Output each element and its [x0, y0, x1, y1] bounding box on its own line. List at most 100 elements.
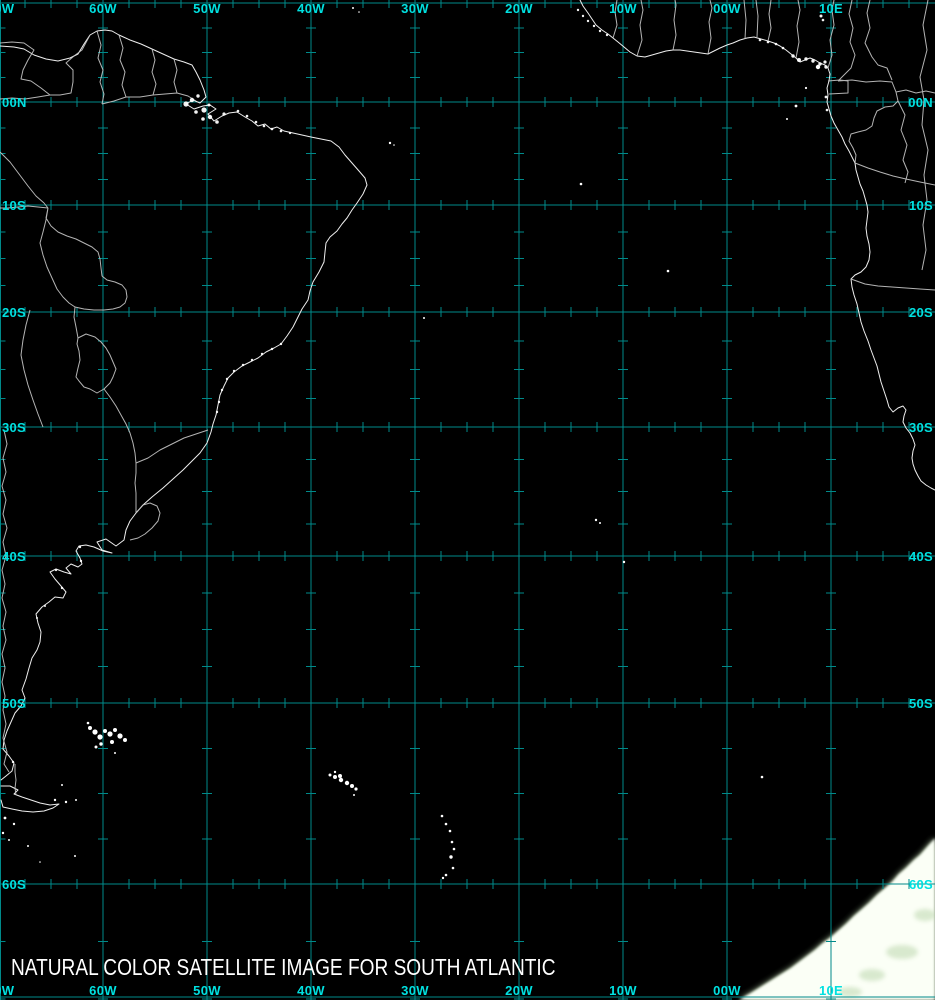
island-dot [333, 775, 337, 779]
island-dot [64, 800, 68, 804]
island-dot [444, 822, 448, 826]
border-line [919, 0, 929, 271]
island-dot [74, 855, 76, 857]
island-dot [354, 787, 358, 791]
bright-patch [183, 101, 189, 107]
bright-patch [576, 8, 580, 12]
island-dot [358, 11, 360, 13]
island-dot [94, 745, 98, 749]
island-dot [117, 733, 123, 739]
bright-patch [194, 110, 198, 114]
coastline [579, 0, 935, 491]
bright-patch [823, 60, 827, 64]
island-dot [333, 770, 337, 774]
bright-patch [262, 124, 266, 128]
lon-label-top: 40W [297, 1, 325, 16]
bright-patch [581, 14, 585, 18]
island-dot [594, 518, 598, 522]
island-dot [786, 118, 788, 120]
border-line [101, 92, 197, 105]
lat-label-left: 20S [2, 305, 26, 320]
bright-patch [36, 617, 38, 619]
island-dot [88, 726, 92, 730]
island-dot [353, 794, 355, 796]
border-line [707, 0, 713, 55]
bright-patch [818, 62, 822, 66]
lat-label-left: 40S [2, 549, 26, 564]
island-dot [352, 7, 354, 9]
bright-patch [236, 109, 240, 113]
island-dot [113, 728, 117, 732]
border-line [636, 0, 644, 57]
border-line [20, 309, 44, 428]
island-dot [338, 777, 344, 783]
bright-patch [220, 388, 224, 392]
bright-patch [207, 114, 213, 120]
lon-label-top: 00W [713, 1, 741, 16]
lon-label-top: 60W [89, 1, 117, 16]
islands-and-clouds [1, 7, 821, 880]
island-dot [92, 729, 98, 735]
bright-patch [189, 97, 195, 103]
bright-patch [245, 114, 249, 118]
bright-patch [207, 103, 211, 107]
island-dot [103, 729, 107, 733]
lon-label-top: 10W [609, 1, 637, 16]
island-dot [388, 141, 392, 145]
island-dot [110, 740, 114, 744]
bright-patch [824, 65, 828, 69]
island-dot [440, 814, 444, 818]
bright-patch [44, 605, 46, 607]
bright-patch [766, 40, 770, 44]
bright-patch [254, 120, 258, 124]
border-line [864, 0, 893, 81]
island-dot [451, 866, 455, 870]
bright-patch [232, 369, 236, 373]
border-line [151, 48, 157, 96]
lon-label-bottom: 70W [0, 983, 15, 998]
bright-coastal-patches [11, 8, 829, 764]
lon-label-bottom: 30W [401, 983, 429, 998]
island-dot [423, 317, 425, 319]
border-line [827, 79, 849, 95]
caption-title: NATURAL COLOR SATELLITE IMAGE FOR SOUTH … [11, 954, 556, 980]
lon-label-top: 10E [819, 1, 843, 16]
island-dot [344, 780, 350, 786]
border-line [1, 429, 10, 773]
border-line [795, 0, 801, 59]
island-dot [123, 738, 127, 742]
island-dot [794, 104, 798, 108]
island-dot [75, 799, 77, 801]
bright-patch [279, 129, 283, 133]
island-dot [350, 784, 354, 788]
bright-patch [60, 586, 64, 590]
border-line [837, 0, 856, 82]
lat-label-right: 20S [909, 305, 933, 320]
bright-patch [781, 46, 785, 50]
bright-patch [201, 107, 207, 113]
island-dot [804, 86, 808, 90]
island-dot [99, 742, 103, 746]
island-dot [452, 847, 456, 851]
island-dot [1, 831, 5, 835]
border-line [0, 151, 49, 209]
island-dot [53, 798, 57, 802]
terrain-mottle [838, 987, 862, 997]
terrain-mottle [859, 969, 885, 981]
border-line [73, 306, 79, 339]
border-line [135, 429, 209, 464]
island-dot [448, 829, 452, 833]
bright-patch [598, 29, 602, 33]
lon-label-top: 30W [401, 1, 429, 16]
island-dot [444, 873, 448, 877]
daylight-area [739, 838, 935, 1000]
lon-label-top: 70W [0, 1, 15, 16]
border-line [755, 0, 759, 38]
island-dot [622, 560, 626, 564]
border-line [837, 79, 899, 164]
bright-patch [196, 94, 200, 98]
border-line [767, 0, 772, 42]
